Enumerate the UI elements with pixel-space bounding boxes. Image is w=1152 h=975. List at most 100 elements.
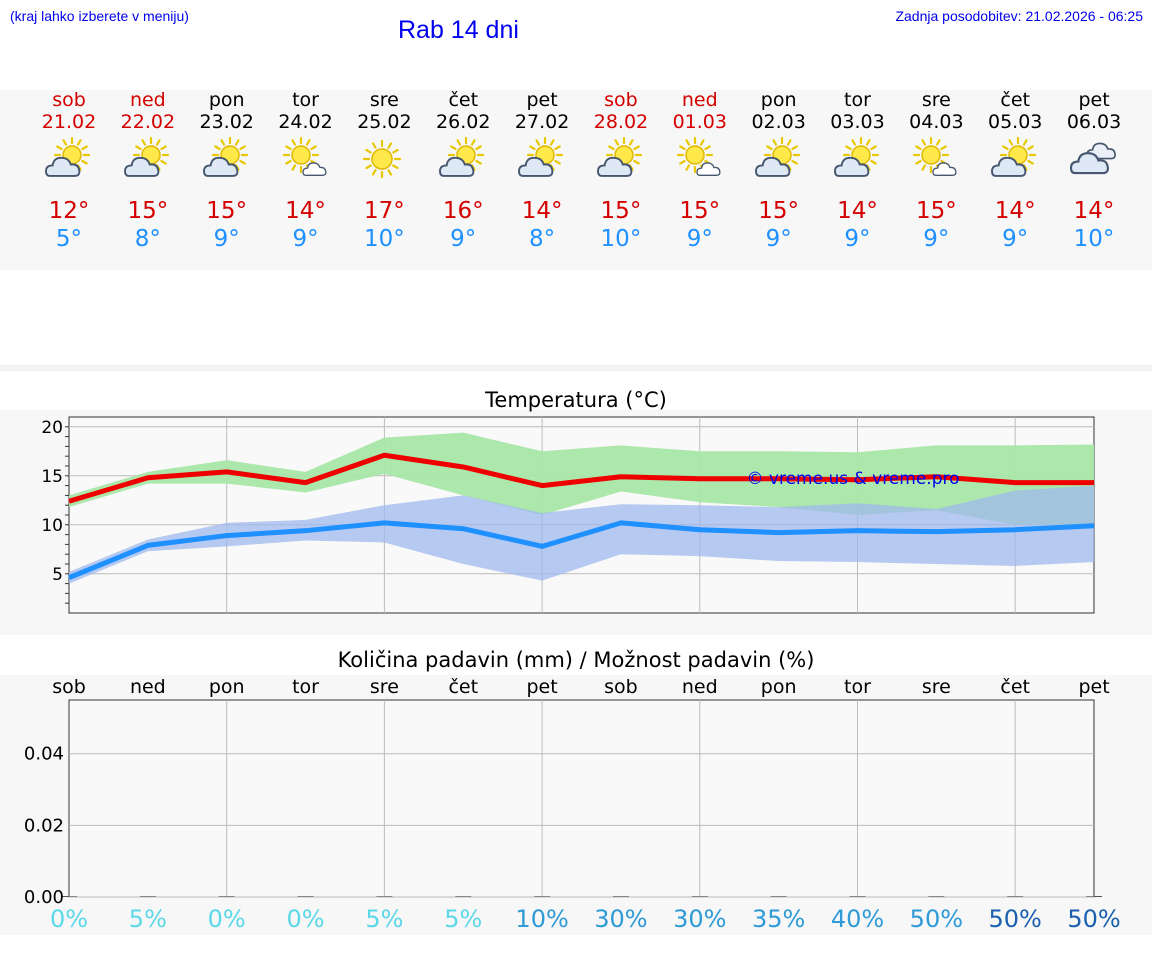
x-tick-label: čet	[448, 676, 478, 698]
day-high-temp: 14°	[1073, 198, 1115, 224]
x-tick-label: sob	[604, 676, 638, 698]
day-name: sob	[604, 89, 638, 111]
day-high-temp: 15°	[915, 198, 957, 224]
x-tick-label: ned	[682, 676, 718, 698]
sun-small-cloud-icon	[266, 136, 346, 187]
precip-probability: 30%	[594, 905, 647, 933]
day-high-temp: 14°	[994, 198, 1036, 224]
day-forecast: čet 26.02 16° 9°	[423, 89, 503, 253]
page-title: Rab 14 dni	[398, 16, 519, 44]
precip-probability: 40%	[831, 905, 884, 933]
day-high-temp: 14°	[285, 198, 326, 224]
sun-icon	[344, 137, 424, 187]
day-date: 01.03	[672, 111, 727, 133]
y-tick-label: 0.02	[24, 815, 64, 836]
day-high-temp: 15°	[600, 198, 642, 224]
x-tick-label: sre	[370, 676, 399, 698]
precip-probability: 10%	[515, 905, 568, 933]
day-forecast: pet 06.03 14° 10°	[1054, 89, 1134, 253]
day-low-temp: 5°	[55, 226, 83, 252]
partly-cloudy-sun-icon	[818, 136, 898, 187]
day-low-temp: 9°	[450, 226, 477, 252]
day-date: 03.03	[830, 111, 885, 133]
day-name: tor	[292, 89, 319, 111]
day-high-temp: 14°	[521, 198, 563, 224]
temperature-chart-title: Temperatura (°C)	[485, 388, 667, 412]
day-date: 28.02	[593, 111, 649, 133]
day-date: 26.02	[436, 111, 491, 133]
x-tick-label: sre	[922, 676, 951, 698]
partly-cloudy-sun-icon	[29, 136, 109, 187]
day-name: tor	[844, 89, 871, 111]
precipitation-chart-title: Količina padavin (mm) / Možnost padavin …	[337, 648, 815, 672]
x-tick-label: pet	[526, 676, 557, 698]
partly-cloudy-sun-icon	[502, 136, 582, 187]
day-forecast: pon 23.02 15° 9°	[187, 89, 267, 253]
day-low-temp: 9°	[292, 226, 319, 252]
day-low-temp: 9°	[1002, 226, 1029, 252]
day-low-temp: 10°	[1073, 226, 1115, 252]
day-forecast: čet 05.03 14° 9°	[975, 89, 1055, 253]
cloudy-icon	[1054, 137, 1134, 187]
precip-probability: 35%	[752, 905, 805, 933]
precip-probability: 5%	[444, 905, 482, 933]
temperature-chart: 5 10 15 20 © vreme.us & vreme.pro	[41, 416, 1095, 614]
day-date: 06.03	[1066, 111, 1122, 133]
precip-probability: 0%	[50, 905, 88, 933]
day-high-temp: 14°	[837, 198, 878, 224]
x-tick-label: tor	[292, 676, 319, 698]
day-name: pon	[208, 89, 245, 111]
day-name: čet	[448, 89, 479, 111]
day-date: 24.02	[278, 111, 333, 133]
day-name: sre	[369, 89, 399, 111]
precip-probability: 5%	[129, 905, 167, 933]
day-forecast: tor 03.03 14° 9°	[818, 89, 898, 253]
day-forecast: pon 02.03 15° 9°	[739, 89, 819, 253]
x-tick-label: sob	[52, 676, 86, 698]
x-tick-label: pon	[761, 676, 797, 698]
precipitation-chart: sob 0% ned 5% pon 0% tor 0% sre 5% čet 5% pet 10% sob 3…	[24, 676, 1121, 933]
day-high-temp: 16°	[442, 198, 484, 224]
day-name: sob	[52, 89, 86, 111]
day-date: 27.02	[514, 111, 570, 133]
partly-cloudy-sun-icon	[187, 136, 267, 187]
day-forecast: sre 25.02 17° 10°	[344, 89, 424, 253]
day-high-temp: 12°	[48, 198, 90, 224]
partly-cloudy-sun-icon	[739, 136, 819, 187]
day-high-temp: 15°	[206, 198, 248, 224]
day-name: ned	[129, 89, 166, 111]
divider	[0, 365, 1152, 371]
day-forecast: sob 28.02 15° 10°	[581, 89, 661, 253]
day-forecast: sre 04.03 15° 9°	[896, 89, 976, 253]
y-tick-label: 20	[41, 418, 63, 438]
precip-probability: 5%	[365, 905, 403, 933]
precip-probability: 0%	[287, 905, 325, 933]
partly-cloudy-sun-icon	[108, 136, 188, 187]
min-temp-line	[68, 520, 1095, 581]
x-tick-label: pet	[1078, 676, 1109, 698]
day-name: ned	[681, 89, 718, 111]
precip-bar	[1086, 896, 1103, 897]
y-tick-label: 10	[41, 516, 63, 536]
day-high-temp: 15°	[758, 198, 800, 224]
day-date: 02.03	[751, 111, 806, 133]
day-name: pet	[1078, 89, 1110, 111]
day-forecast: tor 24.02 14° 9°	[266, 89, 346, 253]
day-date: 23.02	[199, 111, 254, 133]
sun-small-cloud-icon	[660, 136, 740, 187]
x-tick-label: pon	[209, 676, 245, 698]
location-hint: (kraj lahko izberete v meniju)	[10, 8, 189, 24]
day-date: 22.02	[120, 111, 176, 133]
precip-probability: 0%	[208, 905, 246, 933]
day-low-temp: 9°	[923, 226, 950, 252]
day-forecast: ned 01.03 15° 9°	[660, 89, 740, 253]
day-date: 04.03	[909, 111, 964, 133]
day-high-temp: 15°	[127, 198, 169, 224]
day-low-temp: 8°	[134, 226, 161, 252]
sun-small-cloud-icon	[896, 136, 976, 187]
partly-cloudy-sun-icon	[581, 136, 661, 187]
day-low-temp: 10°	[600, 226, 642, 252]
day-name: pon	[760, 89, 797, 111]
y-tick-label: 5	[52, 565, 63, 585]
partly-cloudy-sun-icon	[423, 136, 503, 187]
